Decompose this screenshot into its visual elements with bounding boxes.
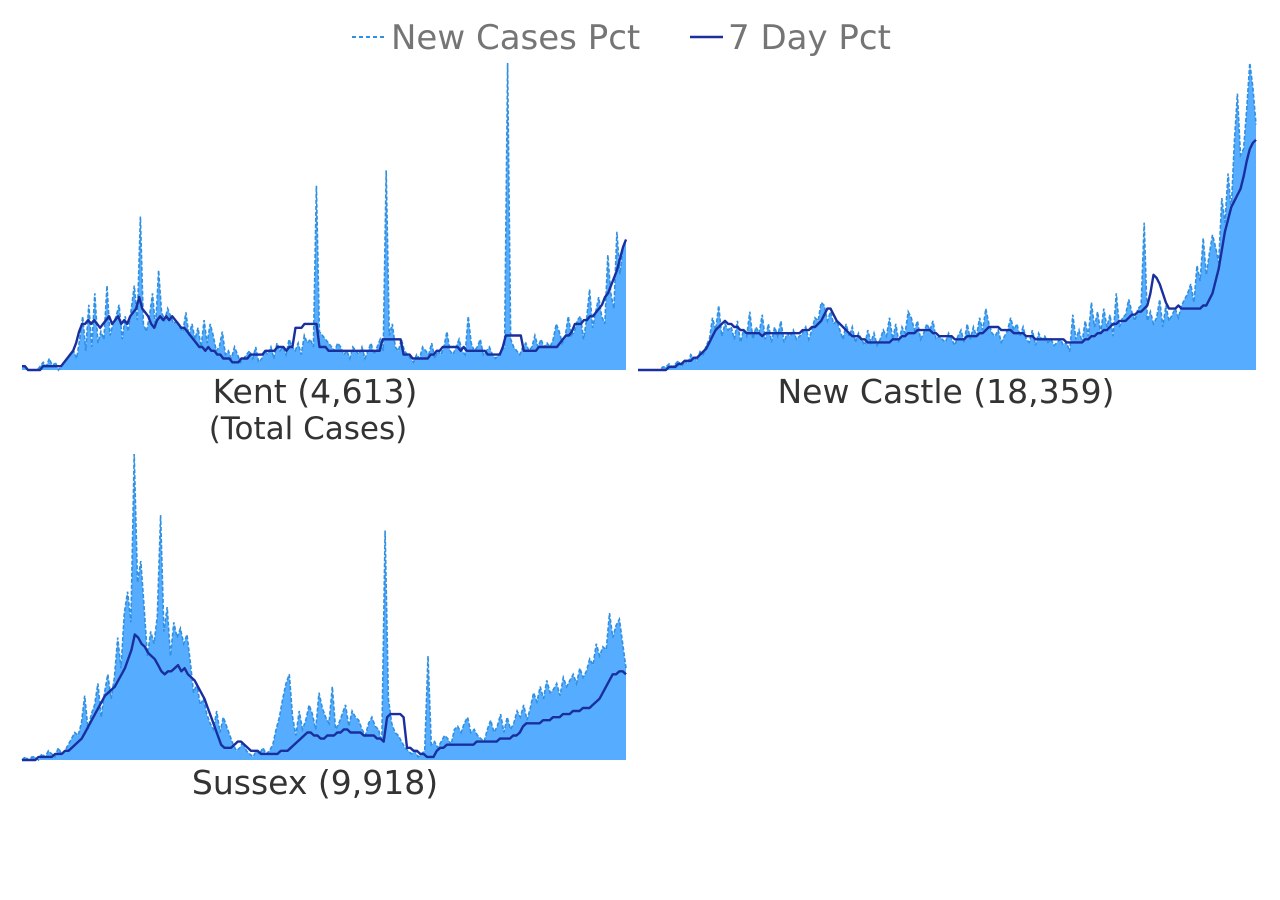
area-new-cases-new-castle (638, 63, 1256, 370)
line-new-cases-kent (22, 62, 627, 372)
panel-new-castle (638, 62, 1257, 372)
panel-kent (22, 62, 628, 372)
area-new-cases-kent (22, 63, 626, 370)
legend: New Cases Pct 7 Day Pct (352, 18, 891, 58)
line-seven-day-sussex (22, 633, 627, 762)
panel-sussex (21, 453, 627, 762)
panel-label-sussex: Sussex (9,918) (192, 763, 438, 802)
line-seven-day-kent (22, 239, 628, 372)
panel-sublabel-kent: (Total Cases) (209, 411, 407, 447)
legend-new-cases-label: New Cases Pct (391, 18, 640, 58)
area-new-cases-sussex (22, 454, 626, 760)
legend-seven-day-label: 7 Day Pct (728, 18, 891, 58)
panel-label-new-castle: New Castle (18,359) (777, 372, 1114, 411)
line-new-cases-new-castle (638, 62, 1257, 371)
line-new-cases-sussex (21, 453, 627, 762)
line-seven-day-new-castle (638, 138, 1257, 372)
panel-label-kent: Kent (4,613) (213, 372, 418, 411)
